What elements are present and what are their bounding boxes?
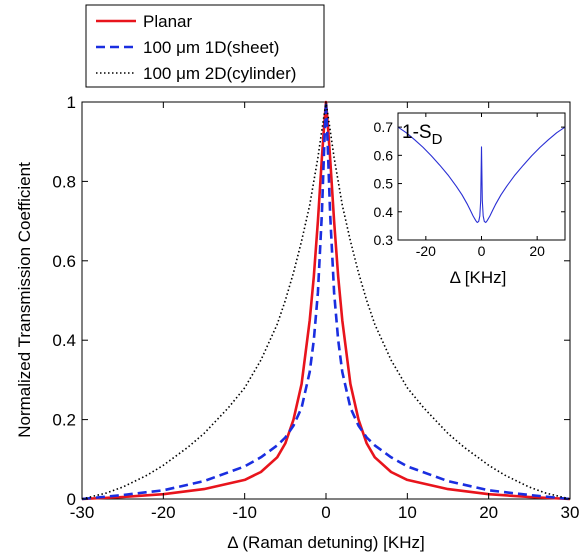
inset-series-group	[397, 126, 566, 224]
main-plot-area: -30 -20 -10 0 10 20 30 0 0.2 0.4 0.6 0.8 1 Δ (Raman…	[15, 93, 579, 552]
inset-plot-area: -20 0 20 0.3 0.4 0.5 0.6 0.7 1-SD Δ [KHz]	[356, 110, 566, 287]
inset-background	[356, 110, 566, 242]
inset-y-ticks: 0.3 0.4 0.5 0.6 0.7	[374, 119, 565, 248]
inset-x-ticks: -20 0 20	[416, 113, 545, 259]
main-x-tick-label: -20	[151, 503, 176, 522]
inset-series-0	[397, 126, 566, 224]
main-x-tick-label: 30	[561, 503, 580, 522]
main-x-tick-label: 20	[479, 503, 498, 522]
main-x-tick-label: 0	[321, 503, 330, 522]
inset-x-tick-label: -20	[416, 243, 436, 259]
legend-label-planar: Planar	[143, 12, 192, 31]
inset-y-tick-label: 0.4	[374, 204, 394, 220]
main-y-tick-label: 0.2	[52, 411, 76, 430]
legend-label-sheet: 100 μm 1D(sheet)	[143, 38, 279, 57]
main-y-tick-label: 0.8	[52, 172, 76, 191]
inset-y-tick-label: 0.6	[374, 147, 394, 163]
inset-y-tick-label: 0.3	[374, 232, 394, 248]
main-series-100-m-1d-sheet-	[81, 100, 571, 501]
x-axis-label: Δ (Raman detuning) [KHz]	[227, 533, 425, 552]
legend: Planar 100 μm 1D(sheet) 100 μm 2D(cylind…	[85, 4, 325, 88]
inset-y-tick-label: 0.7	[374, 119, 394, 135]
main-y-tick-label: 0.6	[52, 252, 76, 271]
main-x-ticks: -30 -20 -10 0 10 20 30	[70, 102, 580, 522]
inset-x-tick-label: 20	[529, 243, 545, 259]
main-y-ticks: 0 0.2 0.4 0.6 0.8 1	[52, 93, 570, 509]
main-x-tick-label: -10	[232, 503, 257, 522]
main-y-tick-label: 0	[67, 490, 76, 509]
main-x-tick-label: -30	[70, 503, 95, 522]
legend-label-cylinder: 100 μm 2D(cylinder)	[143, 64, 296, 83]
inset-title-main: 1-S	[402, 122, 432, 143]
inset-y-tick-label: 0.5	[374, 176, 394, 192]
inset-title-subscript: D	[432, 131, 443, 148]
main-x-tick-label: 10	[398, 503, 417, 522]
inset-x-tick-label: 0	[478, 243, 486, 259]
main-y-tick-label: 1	[67, 93, 76, 112]
inset-title: 1-SD	[402, 122, 443, 148]
inset-x-axis-label: Δ [KHz]	[450, 268, 507, 287]
y-axis-label: Normalized Transmission Coefficient	[15, 162, 34, 438]
main-y-tick-label: 0.4	[52, 331, 76, 350]
